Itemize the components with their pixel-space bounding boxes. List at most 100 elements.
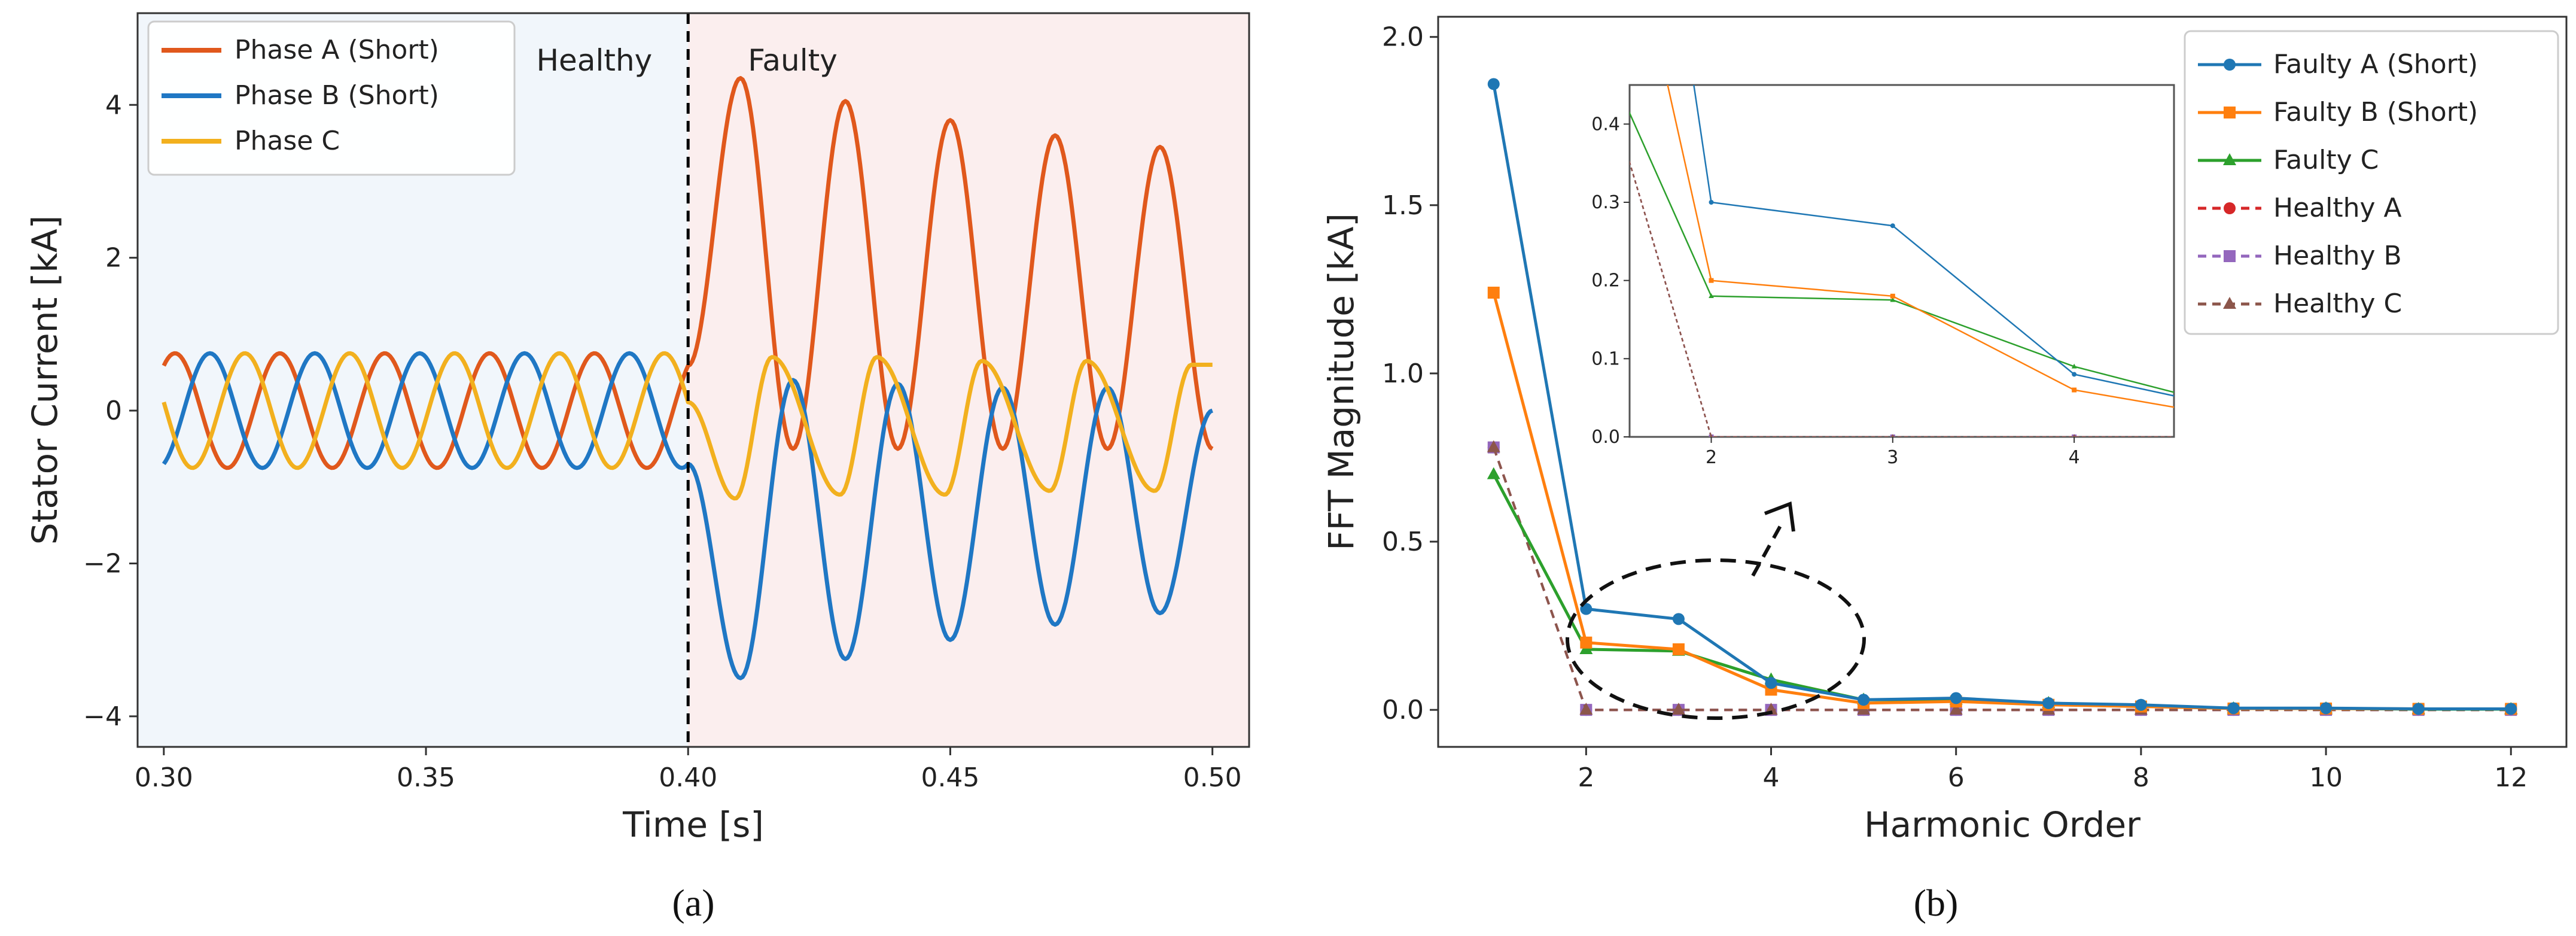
inset-frame (1628, 84, 2175, 438)
x-axis-label: Harmonic Order (1864, 804, 2140, 845)
plot-frame (136, 12, 1250, 748)
inset-y-tick-label: 0.2 (1591, 271, 1620, 291)
y-tick-label: 0.5 (1382, 527, 1424, 557)
data-point (1672, 643, 1685, 655)
y-tick-label: 1.0 (1382, 358, 1424, 389)
data-point (2227, 702, 2240, 715)
x-tick-label: 2 (1578, 762, 1594, 793)
series-line (1492, 83, 2511, 710)
data-point (2412, 703, 2425, 715)
data-point (2505, 703, 2517, 715)
x-tick-label: 0.35 (397, 762, 455, 793)
x-tick-label: 4 (1763, 762, 1780, 793)
inset-zoom-chart: 2 3 4 0.0 0.1 0.2 0.3 0.4 (1591, 84, 2175, 468)
inset-data-point (2071, 363, 2077, 369)
inset-series-line (1630, 111, 2174, 393)
data-point (1487, 78, 1500, 90)
region-label-healthy: Healthy (536, 43, 652, 78)
legend-entry-label: Faulty C (2273, 145, 2379, 175)
data-point (2135, 698, 2147, 711)
zoom-region-ellipse (1566, 558, 1866, 720)
x-tick-label: 0.45 (921, 762, 979, 793)
legend-entry-label: Healthy B (2273, 241, 2402, 271)
y-tick-label: 2 (105, 243, 122, 273)
inset-series-line (1667, 85, 2174, 408)
x-tick-label: 0.30 (135, 762, 193, 793)
x-tick-label: 12 (2494, 762, 2528, 793)
x-tick-label: 0.40 (659, 762, 717, 793)
inset-x-tick-label: 3 (1887, 447, 1898, 468)
inset-y-tick-label: 0.4 (1591, 114, 1620, 135)
legend-swatch-marker (2224, 202, 2236, 214)
inset-data-point (2072, 434, 2076, 437)
region-faulty-shading (688, 13, 1249, 747)
inset-x-tick-label: 2 (1706, 447, 1717, 468)
data-point (1579, 703, 1593, 715)
legend-swatch-marker (2224, 107, 2236, 118)
y-tick-label: 1.5 (1382, 190, 1424, 221)
x-tick-label: 0.50 (1183, 762, 1242, 793)
data-point (1671, 703, 1685, 715)
inset-series-line (1693, 85, 2174, 397)
panel-caption-b: (b) (1914, 882, 1959, 924)
x-tick-label: 6 (1948, 762, 1965, 793)
legend-entry-label: Faulty A (Short) (2273, 49, 2478, 80)
legend: Faulty A (Short) Faulty B (Short) Faulty C… (2184, 30, 2559, 335)
inset-data-point (1709, 200, 1714, 205)
legend-entry-label: Phase A (Short) (235, 35, 439, 65)
data-point (1487, 440, 1500, 452)
inset-y-tick-label: 0.1 (1591, 348, 1620, 369)
legend-swatch-marker (2224, 250, 2236, 262)
inset-y-tick-label: 0.0 (1591, 427, 1620, 448)
y-tick-label: −2 (83, 549, 122, 579)
series-faulty-a-short- (1487, 78, 2517, 715)
y-tick-label: 4 (105, 90, 122, 120)
inset-data-point (1890, 223, 1895, 229)
inset-data-point (1709, 293, 1714, 298)
y-axis-label: Stator Current [kA] (25, 215, 65, 545)
y-axis-label: FFT Magnitude [kA] (1321, 213, 1362, 551)
y-tick-label: −4 (83, 701, 122, 732)
data-point (1672, 613, 1685, 625)
data-point (2042, 697, 2055, 709)
legend-swatch-marker (2223, 297, 2236, 309)
data-point (1487, 287, 1500, 299)
legend-entry-label: Phase B (Short) (235, 80, 439, 111)
panel-b-chart: 2 4 6 8 10 12 0.0 0.5 1.0 1.5 2.0 Harmonic Order FFT… (1321, 16, 2568, 924)
data-point (1765, 677, 1777, 689)
x-tick-label: 8 (2133, 762, 2149, 793)
inset-lines (1630, 85, 2174, 437)
series-line-phase-c (162, 351, 1213, 501)
legend: Phase A (Short) Phase B (Short) Phase C (147, 20, 516, 176)
inset-data-point (2072, 387, 2077, 393)
data-point (1950, 692, 1962, 704)
y-tick-label: 0.0 (1382, 695, 1424, 725)
inset-data-point (2072, 372, 2077, 377)
legend-box (147, 20, 516, 176)
legend-entry-label: Faulty B (Short) (2273, 97, 2478, 127)
inset-x-tick-label: 4 (2069, 447, 2080, 468)
zoom-arrow-shaft (1751, 518, 1786, 577)
data-point (1858, 694, 1870, 706)
y-tick-label: 0 (105, 396, 122, 426)
inset-data-point (1709, 278, 1714, 283)
data-point (1580, 636, 1593, 649)
x-axis-label: Time [s] (622, 804, 764, 845)
y-tick-label: 2.0 (1382, 22, 1424, 53)
legend-entry-label: Healthy A (2273, 193, 2402, 223)
data-point (1487, 467, 1500, 479)
region-label-faulty: Faulty (748, 43, 838, 78)
inset-data-point (1709, 434, 1713, 437)
legend-entry-label: Healthy C (2273, 288, 2402, 319)
panel-caption-a: (a) (672, 882, 714, 924)
series-line (1492, 446, 2511, 712)
x-tick-label: 10 (2309, 762, 2343, 793)
legend-swatch-marker (2223, 153, 2236, 165)
legend-box (2184, 30, 2559, 335)
data-point (1949, 703, 1963, 715)
inset-y-tick-label: 0.3 (1591, 192, 1620, 213)
data-point (2320, 702, 2333, 715)
legend-entry-label: Phase C (235, 126, 340, 156)
legend-swatch-marker (2224, 59, 2236, 71)
